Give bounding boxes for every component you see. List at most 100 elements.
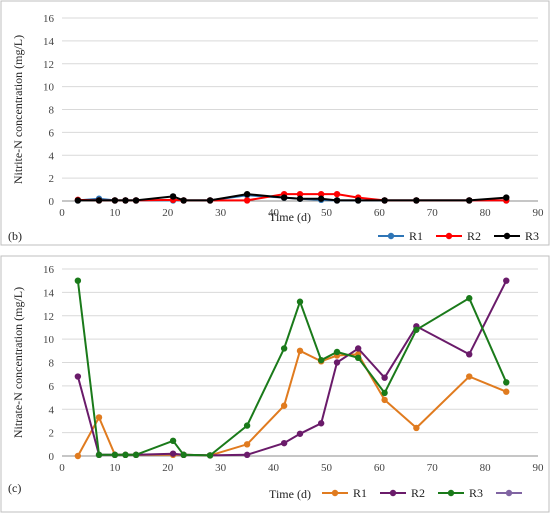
panel-c-data-point-r2 (466, 351, 473, 358)
panel-b-data-point-r3 (243, 190, 251, 198)
panel-b-data-point-r3 (317, 195, 325, 202)
panel-c-data-point-r3 (243, 422, 251, 429)
panel-b-data-point-r3 (206, 197, 214, 204)
panel-c-data-point-r3 (280, 345, 288, 352)
panel-b-data-point-r3 (280, 194, 288, 201)
panel-c-data-point-r1 (243, 441, 251, 448)
panel-c-data-point-r3 (169, 437, 177, 445)
panel-b-data-point-r3 (333, 197, 341, 204)
panel-b-y-tick-label: 6 (49, 127, 55, 139)
panel-c-x-tick-label: 10 (109, 462, 121, 474)
panel-c-data-point-r2 (503, 277, 510, 284)
panel-b-x-tick-label: 90 (533, 207, 545, 219)
panel-c-x-tick-label: 0 (59, 462, 65, 474)
panel-c-data-point-r1 (381, 396, 388, 404)
panel-c-x-tick-label: 80 (480, 462, 492, 474)
panel-b-y-tick-label: 12 (43, 59, 54, 71)
panel-c-label: (c) (8, 481, 21, 495)
panel-c-data-point-r2 (74, 373, 82, 380)
panel-c-y-axis-label: Nitrate-N concentration (mg/L) (11, 287, 25, 438)
panel-b-x-tick-label: 0 (59, 207, 65, 219)
panel-b-legend-marker-r1 (387, 232, 395, 240)
panel-c-data-point-r3 (111, 451, 119, 459)
panel-c-data-point-r3 (413, 326, 420, 333)
panel-b-data-point-r2 (333, 190, 341, 198)
panel-c-legend-label-r1: R1 (353, 486, 367, 500)
panel-c-data-point-r1 (466, 373, 473, 380)
panel-b-data-point-r3 (122, 197, 129, 204)
panel-c-data-point-r1 (296, 347, 304, 355)
panel-c-y-tick-label: 6 (49, 381, 55, 393)
panel-c-y-tick-label: 8 (49, 358, 55, 370)
panel-c-y-tick-label: 4 (49, 404, 55, 416)
panel-b-data-point-r3 (466, 197, 473, 204)
panel-c-series-line-r3 (76, 280, 508, 457)
panel-b-data-point-r3 (413, 197, 420, 204)
panel-c-data-point-r3 (317, 356, 325, 364)
panel-c-legend-label-r3: R3 (469, 486, 483, 500)
panel-c-data-point-r1 (413, 424, 420, 432)
panel-b-data-point-r3 (132, 197, 140, 204)
panel-c-x-tick-label: 30 (215, 462, 227, 474)
panel-b-x-tick-label: 20 (162, 207, 174, 219)
panel-b-y-tick-label: 10 (43, 82, 55, 94)
panel-c-legend-marker-extra (505, 489, 513, 497)
panel-b-data-point-r3 (180, 197, 187, 204)
panel-c-data-point-r2 (296, 430, 304, 437)
panel-b-label: (b) (8, 229, 22, 243)
panel-b-frame (0, 0, 550, 246)
panel-c-legend-label-r2: R2 (411, 486, 425, 500)
panel-c-data-point-r2 (280, 439, 288, 447)
panel-c-data-point-r2 (381, 374, 388, 381)
panel-b-data-point-r3 (296, 195, 304, 202)
panel-b-y-tick-label: 2 (49, 173, 55, 185)
panel-c-data-point-r3 (74, 277, 82, 284)
panel-c-data-point-r3 (95, 451, 103, 459)
panel-b-data-point-r2 (243, 197, 251, 204)
panel-c-data-point-r3 (466, 295, 473, 302)
panel-b-data-point-r3 (354, 197, 362, 204)
panel-c-data-point-r1 (280, 402, 288, 409)
panel-c-data-point-r2 (317, 420, 325, 427)
panel-c-data-point-r3 (333, 348, 341, 356)
panel-b-legend-marker-r3 (503, 232, 511, 240)
panel-b-legend-label-r1: R1 (409, 229, 423, 243)
panel-b-data-point-r3 (381, 197, 388, 204)
panel-b-data-point-r2 (296, 190, 304, 198)
panel-b-x-axis-label: Time (d) (269, 210, 311, 224)
panel-b-x-tick-label: 10 (109, 207, 121, 219)
panel-c-x-tick-label: 60 (374, 462, 386, 474)
panel-b-x-tick-label: 70 (427, 207, 439, 219)
panel-c-data-point-r2 (169, 450, 177, 457)
panel-c-data-point-r2 (333, 359, 341, 366)
panel-b-y-tick-label: 14 (43, 36, 55, 48)
panel-b-x-tick-label: 50 (321, 207, 333, 219)
panel-b-x-tick-label: 80 (480, 207, 492, 219)
panel-b-y-tick-label: 0 (49, 196, 55, 208)
panel-b-data-point-r3 (74, 197, 82, 204)
panel-c-x-tick-label: 40 (268, 462, 280, 474)
panel-b-legend-label-r2: R2 (467, 229, 481, 243)
panel-b-y-tick-label: 8 (49, 105, 55, 117)
panel-c-data-point-r1 (74, 452, 82, 460)
panel-c-data-point-r2 (243, 451, 251, 459)
panel-c-data-point-r3 (503, 379, 510, 386)
panel-c-data-point-r3 (180, 451, 187, 459)
panel-c-y-tick-label: 2 (49, 428, 55, 440)
panel-c-data-point-r3 (206, 452, 214, 459)
panel-b-data-point-r2 (317, 190, 325, 198)
panel-c-frame (0, 255, 550, 513)
panel-b-legend-marker-r2 (445, 232, 453, 240)
panel-b-y-axis-label: Nitrite-N concentration (mg/L) (11, 35, 25, 184)
panel-c-data-point-r1 (503, 388, 510, 395)
panel-c-x-tick-label: 20 (162, 462, 174, 474)
panel-c-y-tick-label: 16 (43, 264, 55, 276)
panel-b-x-tick-label: 40 (268, 207, 280, 219)
panel-c-y-tick-label: 14 (43, 287, 55, 299)
panel-b-data-point-r3 (95, 197, 103, 204)
panel-b-legend-label-r3: R3 (525, 229, 539, 243)
panel-c-legend-marker-r3 (447, 489, 455, 497)
panel-b-data-point-r3 (169, 193, 177, 200)
panel-c-legend-marker-r2 (389, 489, 397, 497)
